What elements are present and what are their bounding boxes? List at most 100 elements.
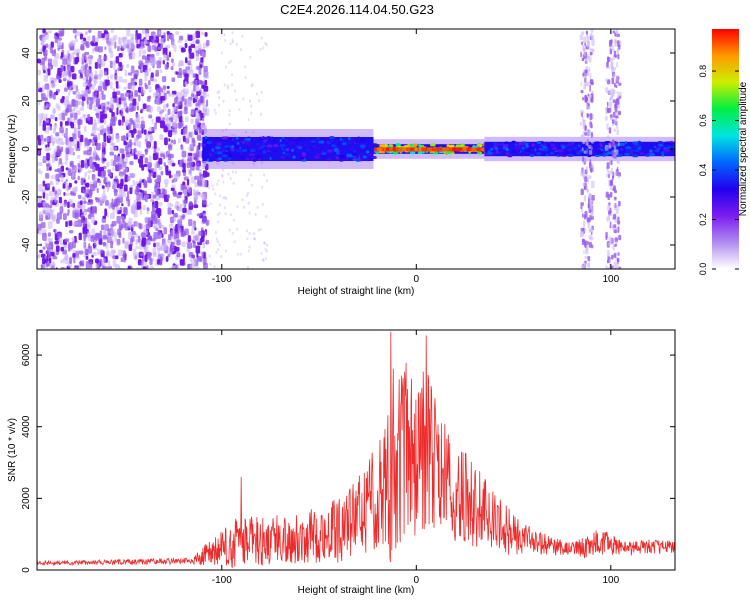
heatmap-cell [285, 138, 289, 142]
heatmap-cell [586, 188, 589, 193]
heatmap-cell [147, 234, 152, 240]
heatmap-cell [583, 36, 587, 44]
heatmap-cell [68, 182, 72, 188]
heatmap-cell [580, 82, 583, 87]
heatmap-cell [52, 128, 56, 134]
heatmap-cell [567, 142, 574, 146]
heatmap-cell [229, 109, 232, 113]
heatmap-cell [135, 238, 138, 246]
heatmap-cell [615, 84, 618, 89]
heatmap-cell [78, 76, 82, 80]
heatmap-cell [171, 77, 176, 83]
heatmap-cell [499, 151, 502, 155]
heatmap-cell [252, 137, 257, 141]
heatmap-cell [616, 257, 620, 263]
heatmap-cell [153, 242, 156, 248]
heatmap-cell [45, 266, 48, 269]
heatmap-cell [617, 76, 620, 80]
heatmap-cell [583, 119, 586, 126]
heatmap-cell [264, 41, 267, 45]
heatmap-cell [257, 154, 260, 158]
heatmap-cell [144, 157, 149, 164]
heatmap-cell [505, 151, 509, 155]
heatmap-cell [152, 252, 157, 258]
heatmap-cell [64, 87, 68, 92]
heatmap-cell [609, 48, 612, 55]
heatmap-cell [606, 162, 610, 169]
heatmap-cell [265, 43, 268, 47]
heatmap-cell [509, 145, 515, 149]
heatmap-cell [68, 91, 71, 97]
heatmap-cell [158, 201, 163, 207]
heatmap-cell [188, 251, 194, 258]
heatmap-cell [104, 223, 108, 230]
heatmap-cell [104, 46, 107, 50]
heatmap-cell [53, 77, 57, 82]
heatmap-cell [174, 246, 180, 252]
heatmap-cell [65, 221, 68, 228]
heatmap-cell [170, 139, 174, 144]
heatmap-cell [183, 199, 188, 205]
heatmap-cell [168, 51, 171, 58]
heatmap-cell [176, 100, 180, 107]
heatmap-cell [607, 193, 610, 201]
heatmap-cell [106, 161, 110, 167]
heatmap-cell [340, 154, 346, 158]
heatmap-cell [140, 41, 144, 47]
heatmap-cell [253, 232, 256, 236]
heatmap-cell [65, 147, 70, 155]
heatmap-cell [587, 93, 590, 97]
heatmap-cell [612, 30, 615, 34]
heatmap-cell [355, 140, 358, 144]
heatmap-cell [52, 93, 56, 100]
heatmap-cell [175, 263, 180, 269]
heatmap-cell [87, 96, 92, 101]
heatmap-cell [87, 174, 90, 180]
heatmap-cell [235, 42, 238, 46]
heatmap-cell [188, 45, 192, 54]
heatmap-cell [484, 152, 489, 156]
heatmap-cell [42, 208, 47, 214]
heatmap-cell [60, 259, 65, 264]
heatmap-cell [160, 120, 165, 129]
heatmap-cell [672, 144, 675, 148]
heatmap-cell [178, 191, 183, 196]
heatmap-cell [606, 136, 610, 140]
heatmap-cell [121, 153, 125, 159]
heatmap-cell [98, 58, 102, 63]
heatmap-cell [362, 155, 367, 159]
heatmap-cell [536, 152, 542, 156]
heatmap-cell [134, 89, 139, 97]
heatmap-cell [97, 85, 102, 92]
heatmap-cell [60, 141, 65, 145]
heatmap-cell [181, 241, 186, 248]
heatmap-cell [318, 140, 325, 144]
heatmap-cell [143, 164, 148, 168]
heatmap-cell [95, 37, 99, 43]
heatmap-cell [162, 53, 166, 58]
heatmap-cell [154, 46, 158, 52]
heatmap-cell [589, 159, 592, 166]
heatmap-cell [614, 189, 617, 194]
heatmap-cell [227, 86, 230, 90]
heatmap-cell [231, 40, 234, 44]
heatmap-cell [69, 162, 74, 166]
heatmap-cell [156, 60, 162, 69]
heatmap-cell [121, 119, 124, 127]
heatmap-cell [49, 134, 54, 143]
heatmap-cell [266, 243, 269, 247]
heatmap-cell [119, 148, 125, 154]
heatmap-cell [335, 156, 339, 160]
heatmap-cell [122, 237, 125, 244]
heatmap-cell [581, 147, 584, 152]
heatmap-cell [264, 257, 267, 261]
heatmap-cell [116, 215, 122, 224]
heatmap-cell [607, 90, 610, 95]
heatmap-cell [61, 64, 64, 72]
heatmap-cell [262, 258, 265, 262]
heatmap-cell [143, 261, 147, 268]
heatmap-cell [294, 138, 301, 142]
heatmap-cell [502, 144, 509, 148]
heatmap-cell [182, 88, 186, 94]
